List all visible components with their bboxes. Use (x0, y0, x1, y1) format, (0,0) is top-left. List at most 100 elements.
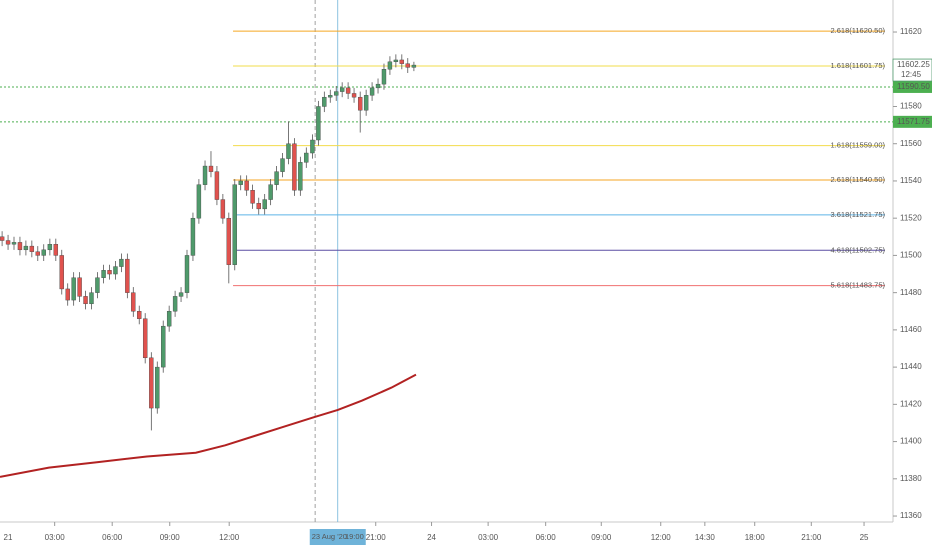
candle-body (238, 180, 243, 185)
candle-body (107, 270, 112, 275)
y-tick-label: 11440 (900, 362, 922, 371)
candle-body (262, 199, 267, 210)
y-tick-label: 11360 (900, 511, 922, 520)
candle-body (5, 240, 11, 245)
candle-body (351, 93, 357, 98)
candle-body (131, 292, 136, 312)
candle-body (244, 180, 249, 191)
candle-body (29, 245, 35, 252)
fib-label: 3.618(11521.75) (831, 210, 886, 219)
candle-body (357, 96, 363, 111)
price-label: 11571.75 (897, 117, 930, 126)
y-tick-label: 11620 (900, 27, 922, 36)
candle-body (113, 266, 118, 275)
candle-body (172, 296, 178, 312)
fib-label: 5.618(11483.75) (831, 281, 886, 290)
candle-body (220, 199, 226, 219)
fib-label: 2.618(11540.50) (831, 175, 886, 184)
fib-label: 1.618(11559.00) (831, 141, 886, 150)
x-tick-label: 21 (4, 533, 13, 542)
candle-body (166, 311, 172, 327)
candle-body (125, 258, 130, 293)
candle-body (274, 171, 279, 185)
candle-body (11, 242, 17, 245)
candle-body (101, 270, 106, 278)
x-tick-label: 24 (427, 533, 436, 542)
candle-body (334, 91, 339, 96)
candle-body (387, 61, 393, 70)
x-tick-label: 21:00 (801, 533, 822, 542)
candle-body (83, 296, 88, 305)
candle-body (202, 165, 208, 185)
candle-body (149, 357, 154, 409)
candle-body (226, 217, 232, 265)
x-tick-label: 03:00 (478, 533, 499, 542)
candle-body (35, 251, 40, 256)
y-tick-label: 11380 (900, 474, 922, 483)
y-tick-label: 11560 (900, 139, 922, 148)
candle-body (268, 184, 273, 200)
fib-label: 4.618(11502.75) (831, 245, 886, 254)
candle-body (250, 190, 255, 204)
crosshair-date: 23 Aug '20 (312, 532, 347, 541)
x-tick-label: 06:00 (102, 533, 123, 542)
candle-body (23, 245, 29, 251)
candle-body (119, 258, 124, 267)
candle-body (208, 165, 214, 172)
last-price-box (892, 58, 932, 82)
candle-body (155, 366, 160, 409)
candle-body (161, 325, 166, 368)
candle-body (345, 87, 351, 94)
x-tick-label: 21:00 (366, 533, 387, 542)
x-tick-label: 18:00 (745, 533, 766, 542)
candle-body (411, 64, 417, 68)
x-tick-label: 12:00 (651, 533, 672, 542)
candle-body (399, 59, 405, 64)
moving-average (0, 373, 417, 478)
y-tick-label: 11520 (900, 213, 922, 222)
candle-body (328, 95, 333, 98)
candle-body (47, 244, 53, 251)
candle-body (196, 184, 202, 219)
candle-body (89, 292, 94, 305)
candle-body (322, 96, 327, 107)
x-tick-label: 25 (860, 533, 869, 542)
candle-body (65, 288, 70, 301)
candle-body (316, 106, 321, 141)
x-tick-label: 12:00 (219, 533, 240, 542)
y-tick-label: 11400 (900, 437, 922, 446)
candle-body (137, 311, 142, 319)
last-price-label: 11602.25 (897, 60, 930, 69)
candle-body (280, 158, 285, 172)
candle-body (0, 236, 5, 241)
candle-body (339, 87, 345, 92)
candle-body (256, 203, 261, 210)
x-tick-label: 06:00 (536, 533, 557, 542)
candle-body (369, 87, 375, 96)
candle-body (298, 162, 303, 191)
y-tick-label: 11420 (900, 399, 922, 408)
countdown-label: 12:45 (901, 70, 922, 79)
y-tick-label: 11500 (900, 251, 922, 260)
candle-body (184, 255, 190, 293)
candle-body (232, 184, 237, 265)
x-tick-label: 09:00 (591, 533, 612, 542)
candle-body (190, 217, 196, 256)
candle-body (17, 242, 23, 251)
y-tick-label: 11460 (900, 325, 922, 334)
candle-body (71, 277, 76, 301)
candle-body (405, 63, 410, 68)
y-tick-label: 11540 (900, 176, 922, 185)
price-label: 11590.50 (897, 82, 930, 91)
x-tick-label: 14:30 (695, 533, 716, 542)
fib-label: 1.618(11601.75) (831, 61, 886, 70)
fib-label: 2.618(11620.50) (831, 26, 886, 35)
candle-body (53, 244, 59, 256)
candle-body (178, 292, 184, 297)
candle-body (41, 249, 46, 256)
candle-body (375, 83, 381, 89)
candle-body (292, 143, 297, 191)
candle-body (95, 277, 100, 293)
